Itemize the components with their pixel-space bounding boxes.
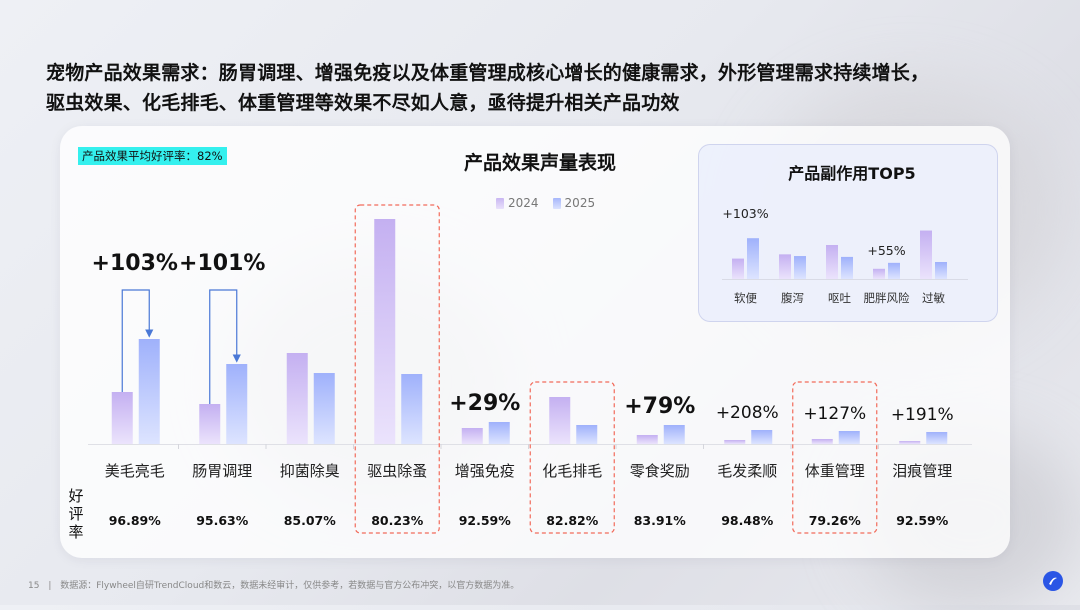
brand-logo-icon <box>1043 571 1063 591</box>
rating-row-label: 好评率 <box>68 487 84 541</box>
footer-separator: | <box>48 581 52 591</box>
page-headline: 宠物产品效果需求：肠胃调理、增强免疫以及体重管理成核心增长的健康需求，外形管理需… <box>46 58 1046 118</box>
main-chart-title: 产品效果声量表现 <box>463 152 616 174</box>
side-effects-card <box>698 144 998 322</box>
headline-line-2: 驱虫效果、化毛排毛、体重管理等效果不尽如人意，亟待提升相关产品功效 <box>46 92 680 114</box>
legend-item-2024: 2024 <box>496 196 539 210</box>
legend-item-2025: 2025 <box>552 196 596 210</box>
footer: 15 | 数据源：Flywheel自研TrendCloud和数云，数据未经审计，… <box>28 578 519 591</box>
legend-label-2024: 2024 <box>508 196 539 210</box>
legend-label-2025: 2025 <box>564 196 596 210</box>
average-rating-tag: 产品效果平均好评率：82% <box>78 147 227 165</box>
main-chart-legend: 2024 2025 <box>496 196 595 210</box>
headline-line-1: 宠物产品效果需求：肠胃调理、增强免疫以及体重管理成核心增长的健康需求，外形管理需… <box>46 62 930 84</box>
legend-swatch-2024 <box>496 197 504 209</box>
side-chart-title: 产品副作用TOP5 <box>788 164 916 183</box>
data-source-note: 数据源：Flywheel自研TrendCloud和数云，数据未经审计，仅供参考，… <box>60 581 520 591</box>
page-number: 15 <box>28 581 40 591</box>
legend-swatch-2025 <box>552 197 561 209</box>
